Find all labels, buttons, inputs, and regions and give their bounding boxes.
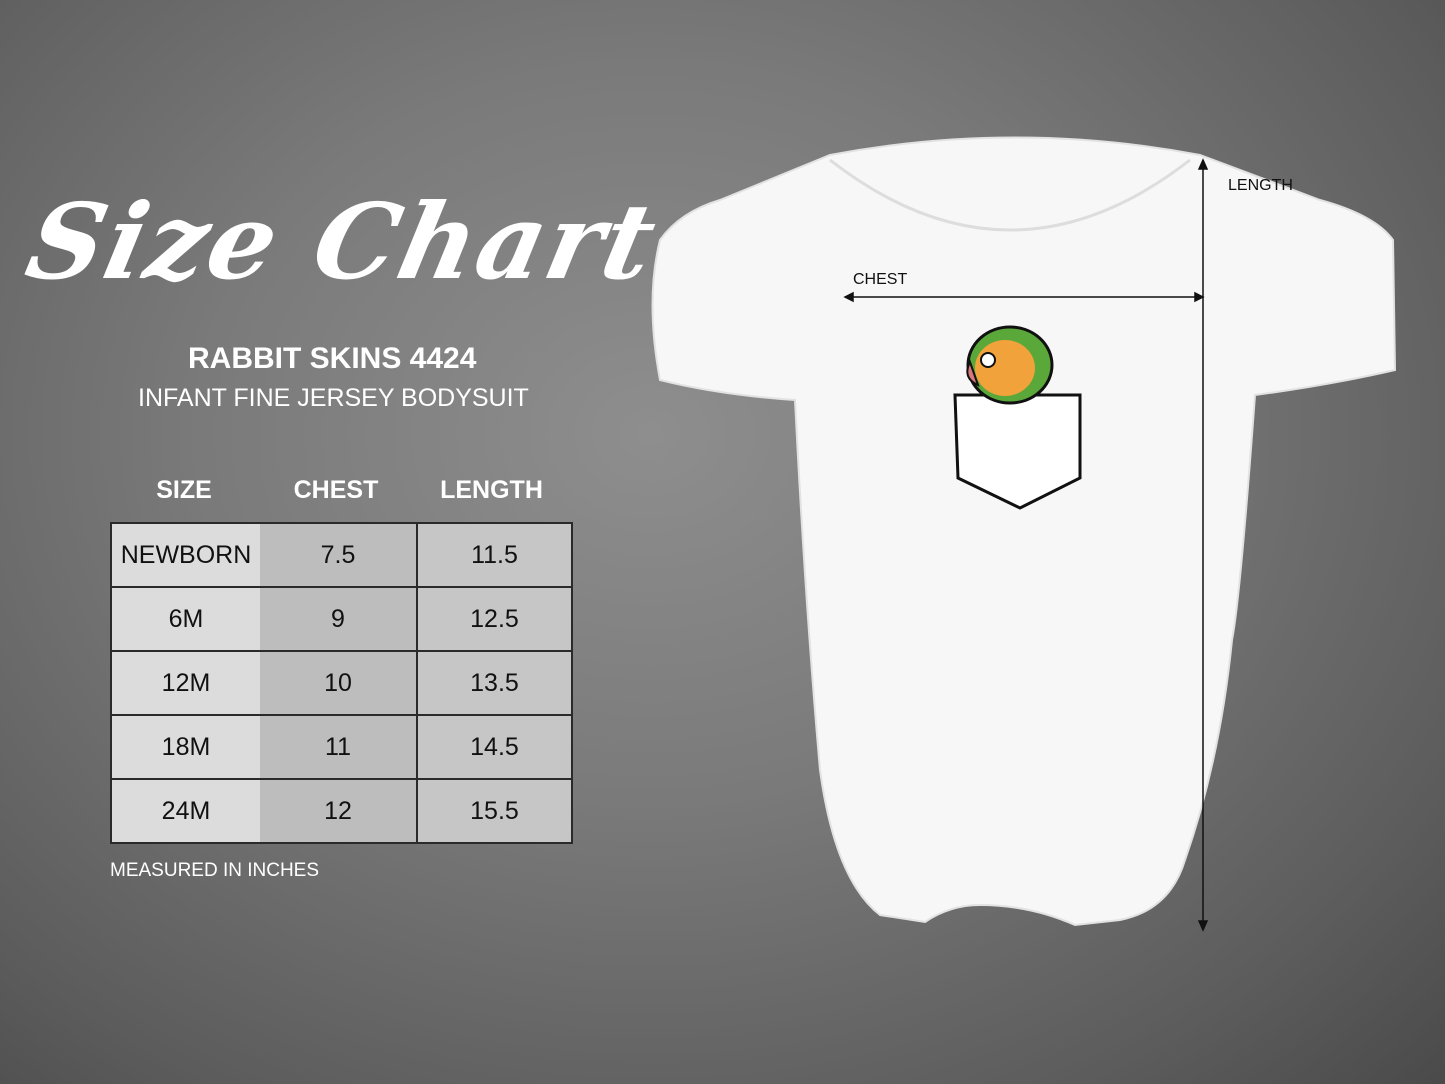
cell-chest: 10	[260, 650, 417, 716]
table-row: NEWBORN 7.5 11.5	[111, 522, 572, 588]
cell-length: 15.5	[416, 778, 572, 844]
header-chest: CHEST	[293, 476, 379, 504]
table-row: 18M 11 14.5	[111, 714, 572, 780]
product-subtitle: INFANT FINE JERSEY BODYSUIT	[138, 384, 529, 412]
brand-name: RABBIT SKINS 4424	[188, 342, 477, 375]
neckline	[829, 158, 1191, 232]
cell-length: 11.5	[416, 522, 572, 588]
chest-measure-arrow	[843, 291, 1205, 303]
header-length: LENGTH	[440, 476, 543, 504]
cell-size: 12M	[111, 650, 260, 716]
cell-size: NEWBORN	[111, 522, 260, 588]
cell-chest: 12	[260, 778, 417, 844]
length-measure-arrow	[1197, 158, 1209, 932]
pocket	[953, 393, 1082, 510]
cell-size: 24M	[111, 778, 260, 844]
parrot-pocket-graphic	[953, 325, 1082, 510]
cell-chest: 9	[260, 586, 417, 652]
cell-size: 6M	[111, 586, 260, 652]
cell-chest: 11	[260, 714, 417, 780]
measurement-note: MEASURED IN INCHES	[110, 860, 320, 881]
length-label: LENGTH	[1228, 177, 1293, 194]
parrot-eye	[980, 352, 996, 368]
chest-label: CHEST	[853, 271, 908, 288]
cell-chest: 7.5	[260, 522, 417, 588]
size-table: NEWBORN 7.5 11.5 6M 9 12.5 12M 10 13.5 18M 11 14.5 2…	[110, 522, 573, 844]
bodysuit-shape	[651, 136, 1397, 927]
cell-length: 12.5	[416, 586, 572, 652]
parrot-face	[975, 340, 1035, 396]
cell-length: 13.5	[416, 650, 572, 716]
table-row: 6M 9 12.5	[111, 586, 572, 652]
table-row: 24M 12 15.5	[111, 778, 572, 844]
parrot-beak	[966, 359, 980, 387]
cell-length: 14.5	[416, 714, 572, 780]
table-row: 12M 10 13.5	[111, 650, 572, 716]
header-size: SIZE	[156, 476, 212, 504]
cell-size: 18M	[111, 714, 260, 780]
